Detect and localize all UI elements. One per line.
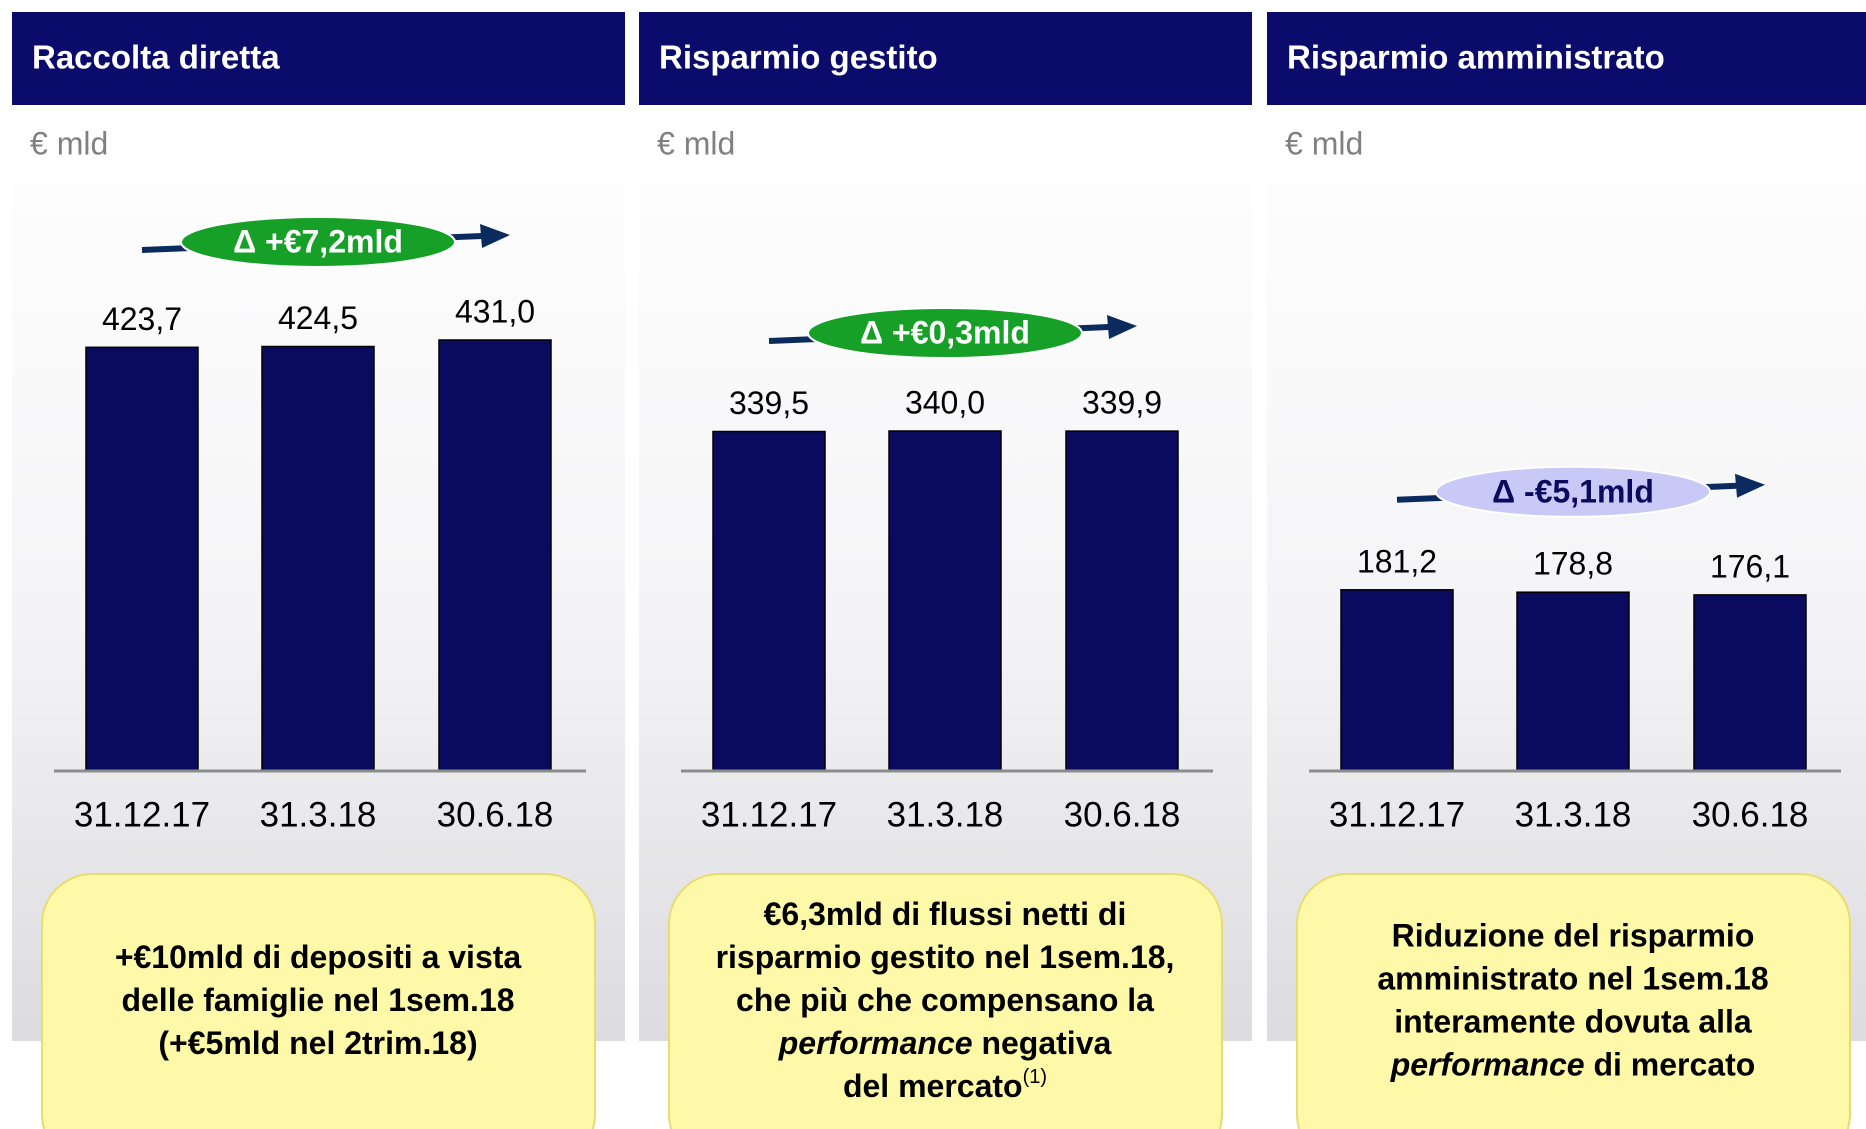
value-label: 178,8 <box>1533 546 1613 582</box>
panel-header <box>12 12 625 105</box>
delta-badge <box>180 216 456 268</box>
note-line: Riduzione del risparmio <box>1392 918 1755 954</box>
bar <box>1516 591 1630 772</box>
note-line: +€10mld di depositi a vista <box>115 939 522 975</box>
note-box <box>41 873 596 1129</box>
value-label: 431,0 <box>455 293 535 329</box>
panel-title: Raccolta diretta <box>32 39 280 76</box>
x-tick-label: 31.3.18 <box>260 795 377 834</box>
bar <box>261 345 375 772</box>
delta-arrowhead <box>1735 473 1765 498</box>
note-line: che più che compensano la <box>736 982 1154 1018</box>
bar <box>438 339 552 772</box>
note-box <box>1296 873 1851 1129</box>
note-line: del mercato(1) <box>843 1066 1047 1104</box>
panel: Raccolta diretta € mld 423,7 31.12.17 424,5 3… <box>12 12 625 1129</box>
bar <box>1340 589 1454 772</box>
x-tick-label: 30.6.18 <box>1064 795 1181 834</box>
note-run: (1) <box>1023 1066 1047 1088</box>
note-run: amministrato nel 1sem.18 <box>1377 961 1768 997</box>
note-run: (+€5mld nel 2trim.18) <box>158 1025 477 1061</box>
note-line: amministrato nel 1sem.18 <box>1377 961 1768 997</box>
panel: Risparmio amministrato € mld 181,2 31.12.17… <box>1267 12 1866 1129</box>
value-label: 339,5 <box>729 385 809 421</box>
x-tick-label: 31.3.18 <box>887 795 1004 834</box>
bar <box>1693 594 1807 772</box>
value-label: 181,2 <box>1357 543 1437 579</box>
note-run: Riduzione del risparmio <box>1392 918 1755 954</box>
delta-arrowhead <box>480 224 510 248</box>
value-label: 423,7 <box>102 301 182 337</box>
delta-label: Δ +€7,2mld <box>233 223 403 259</box>
note-run: negativa <box>973 1025 1112 1061</box>
note-run: interamente dovuta alla <box>1394 1004 1752 1040</box>
note-run: +€10mld di depositi a vista <box>115 939 522 975</box>
note-line: performance negativa <box>778 1025 1112 1061</box>
note-run: €6,3mld di flussi netti di <box>764 896 1127 932</box>
delta-label: Δ -€5,1mld <box>1492 473 1654 509</box>
note-line: performance di mercato <box>1390 1047 1756 1083</box>
x-tick-label: 31.12.17 <box>701 795 837 834</box>
panel-title: Risparmio gestito <box>659 39 938 76</box>
x-tick-label: 31.12.17 <box>74 795 210 834</box>
panel: Risparmio gestito € mld 339,5 31.12.17 340,0… <box>639 12 1252 1129</box>
delta-badge <box>1435 465 1711 518</box>
value-label: 340,0 <box>905 384 985 420</box>
panel-header <box>639 12 1252 105</box>
note-run: risparmio gestito nel 1sem.18, <box>716 939 1175 975</box>
note-run: che più che compensano la <box>736 982 1154 1018</box>
bar <box>85 346 199 772</box>
note-run: delle famiglie nel 1sem.18 <box>121 982 514 1018</box>
note-line: delle famiglie nel 1sem.18 <box>121 982 514 1018</box>
delta-arrowhead <box>1107 315 1137 339</box>
value-label: 424,5 <box>278 300 358 336</box>
bar <box>1065 430 1179 772</box>
x-tick-label: 30.6.18 <box>1692 795 1809 834</box>
panel-header <box>1267 12 1866 105</box>
x-tick-label: 31.12.17 <box>1329 795 1465 834</box>
x-tick-label: 31.3.18 <box>1515 795 1632 834</box>
unit-label: € mld <box>30 125 108 161</box>
value-label: 176,1 <box>1710 548 1790 584</box>
note-line: €6,3mld di flussi netti di <box>764 896 1127 932</box>
note-run: di mercato <box>1585 1047 1756 1083</box>
unit-label: € mld <box>657 125 735 161</box>
note-box <box>668 873 1223 1129</box>
note-line: (+€5mld nel 2trim.18) <box>158 1025 477 1061</box>
delta-label: Δ +€0,3mld <box>860 314 1030 350</box>
note-run: del mercato <box>843 1068 1023 1104</box>
panel-title: Risparmio amministrato <box>1287 39 1665 76</box>
x-tick-label: 30.6.18 <box>437 795 554 834</box>
value-label: 339,9 <box>1082 385 1162 421</box>
note-line: risparmio gestito nel 1sem.18, <box>716 939 1175 975</box>
delta-badge <box>807 307 1083 359</box>
note-line: interamente dovuta alla <box>1394 1004 1752 1040</box>
unit-label: € mld <box>1285 125 1363 161</box>
note-run: performance <box>1390 1047 1585 1083</box>
bar <box>888 430 1002 772</box>
bar <box>712 430 826 772</box>
note-run: performance <box>778 1025 973 1061</box>
